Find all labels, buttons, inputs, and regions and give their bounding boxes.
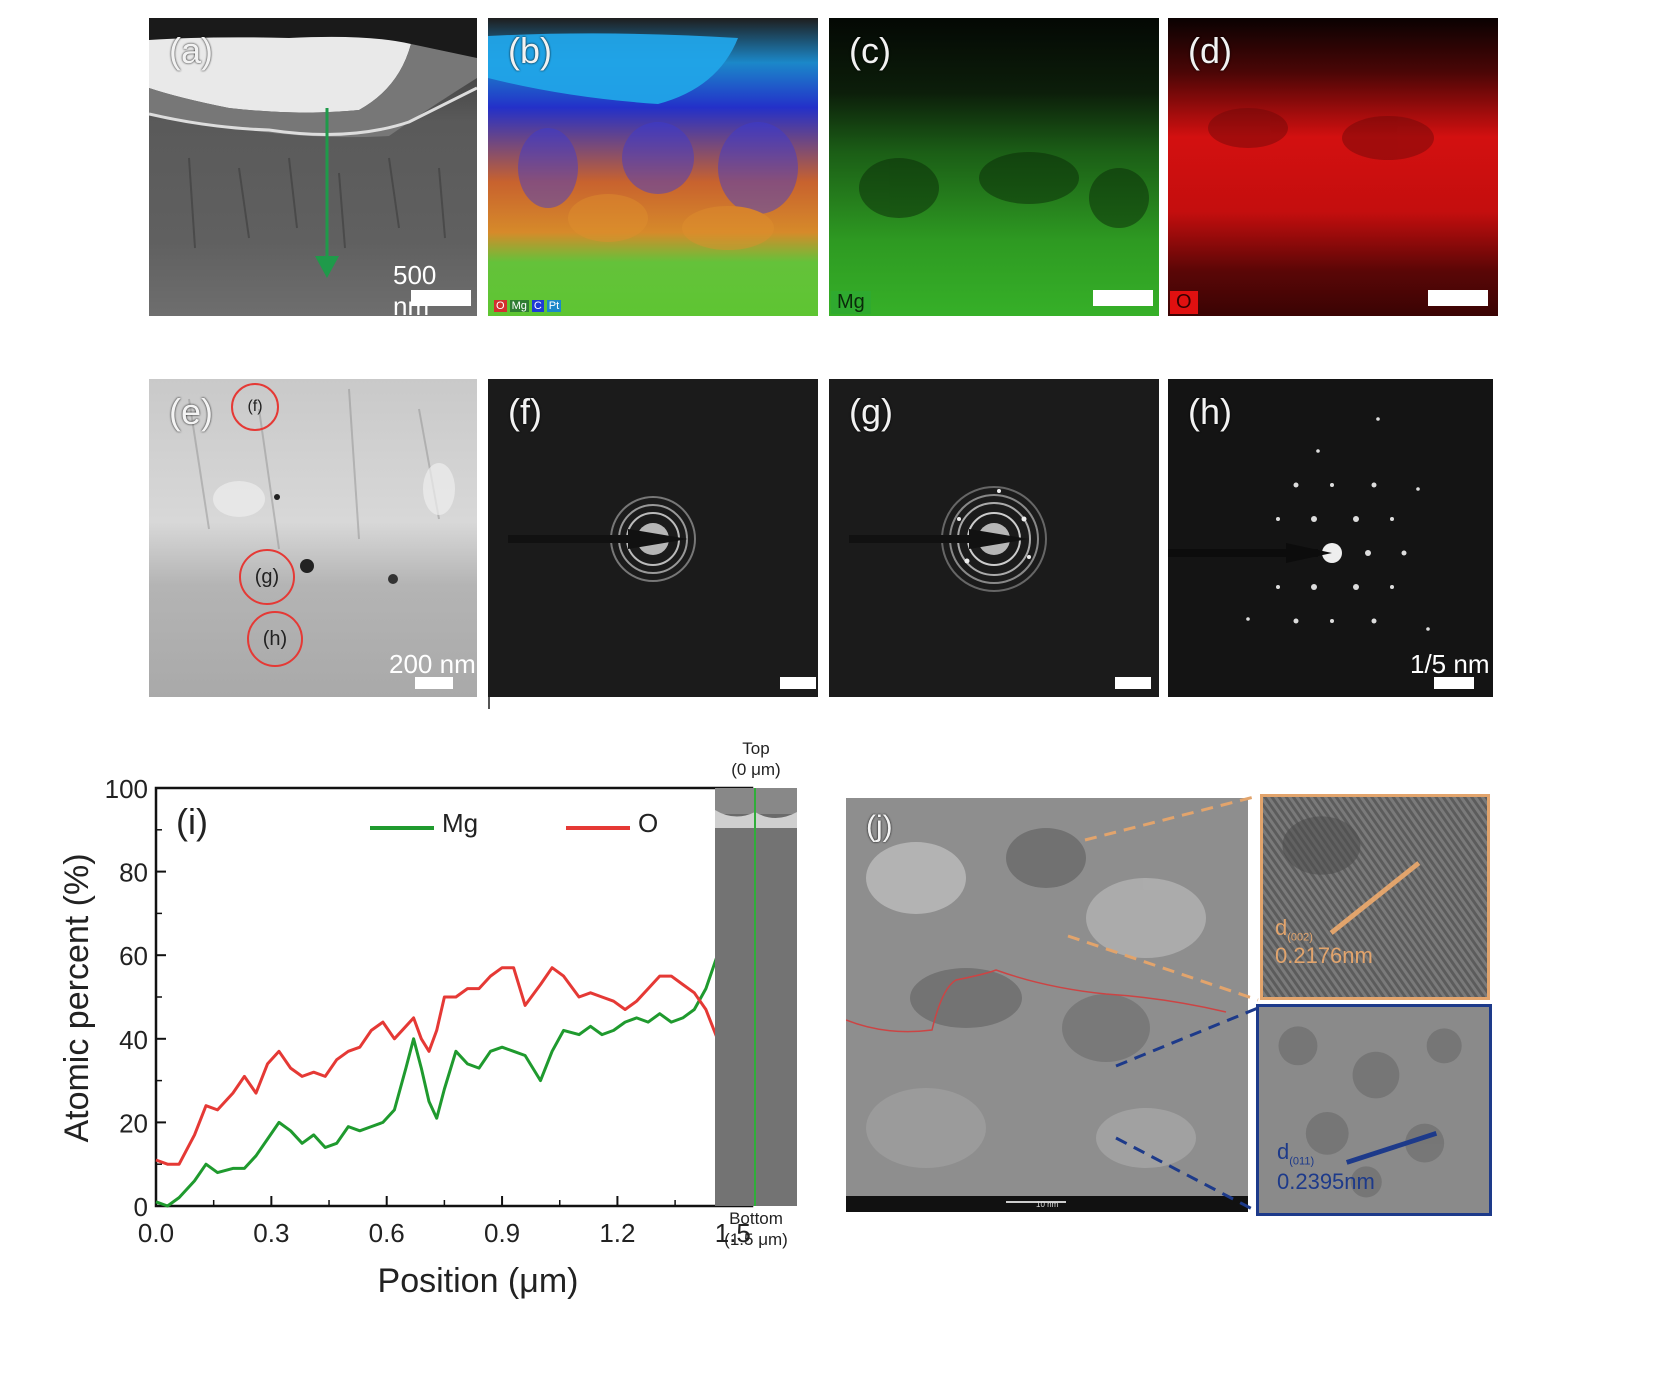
top-label: Top: [742, 739, 770, 758]
x-tick-label: 0.6: [369, 1218, 405, 1248]
side-image-bottom-caption: Bottom (1.5 μm): [706, 1208, 806, 1250]
d-spacing-label-002: d(002): [1275, 915, 1313, 944]
d-spacing-value-002: 0.2176nm: [1275, 943, 1373, 968]
panel-label: (b): [508, 30, 552, 71]
x-tick-label: 0.0: [138, 1218, 174, 1248]
x-axis-title: Position (μm): [378, 1262, 579, 1300]
roi-circle-g: (g): [239, 549, 295, 605]
main-scale-label: 10 nm: [1036, 1200, 1059, 1209]
panel-label: (g): [849, 391, 893, 432]
panel-label: (d): [1188, 30, 1232, 71]
scale-bar: [415, 677, 453, 689]
eds-legend: O Mg C Pt: [494, 300, 562, 312]
legend-c: C: [531, 300, 544, 312]
panel-label: (c): [849, 30, 891, 71]
panel-g-diffraction-pattern: (g): [829, 379, 1159, 697]
scale-bar: [411, 290, 471, 306]
bottom-label: Bottom: [729, 1209, 783, 1228]
panel-label: (j): [866, 810, 893, 843]
panel-h-diffraction-pattern: (h) 1/5 nm: [1168, 379, 1493, 697]
roi-circle-h: (h): [247, 611, 303, 667]
scale-bar: [780, 677, 816, 689]
legend-pt: Pt: [546, 300, 562, 312]
series-line-o: [155, 966, 750, 1166]
panel-label: (f): [508, 391, 542, 432]
x-tick-label: 0.9: [484, 1218, 520, 1248]
roi-circle-f: (f): [231, 383, 279, 431]
x-tick-label: 1.2: [599, 1218, 635, 1248]
panel-a-sem-image: (a) 500 nm: [149, 18, 477, 316]
separator-line: [488, 697, 490, 709]
line-scan-side-image: [715, 788, 797, 1206]
inset-bottom-lattice-image: d(011) 0.2395nm: [1256, 1004, 1492, 1216]
panel-f-diffraction-pattern: (f): [488, 379, 818, 697]
y-tick-label: 100: [105, 774, 148, 804]
panel-e-tem-image: (e) (f) (g) (h) 200 nm: [149, 379, 477, 697]
legend-label-o: O: [638, 808, 658, 838]
y-tick-label: 60: [119, 941, 148, 971]
panel-label: (a): [169, 30, 213, 71]
y-tick-label: 0: [134, 1192, 148, 1222]
panel-label: (e): [169, 391, 213, 432]
d-spacing-value-011: 0.2395nm: [1277, 1169, 1375, 1194]
panel-d-o-map: (d) O: [1168, 18, 1498, 316]
scale-bar-label: 1/5 nm: [1410, 649, 1490, 679]
scale-bar: [1115, 677, 1151, 689]
chart-legend: Mg O: [370, 808, 658, 838]
side-image-top-caption: Top (0 μm): [706, 738, 806, 780]
scale-bar: [1434, 677, 1474, 689]
scale-bar-label: 200 nm: [389, 649, 476, 679]
scale-bar: [1428, 290, 1488, 306]
element-tag-o: O: [1170, 291, 1198, 314]
panel-label: (h): [1188, 391, 1232, 432]
panel-b-eds-composite-map: (b) O Mg C Pt: [488, 18, 818, 316]
line-profile-chart: 0 20 40 60 80 100 0.0 0.3 0.6 0.9 1.2 1.5 Atomic p…: [58, 774, 754, 1300]
element-tag-mg: Mg: [831, 291, 871, 314]
inset-top-lattice-image: d(002) 0.2176nm: [1260, 794, 1490, 1000]
panel-c-mg-map: (c) Mg: [829, 18, 1159, 316]
series-line-mg: [155, 824, 750, 1208]
bottom-sublabel: (1.5 μm): [724, 1230, 788, 1249]
legend-o: O: [494, 300, 507, 312]
panel-j-hrtem-image: (j) 10 nm: [846, 798, 1248, 1212]
top-sublabel: (0 μm): [731, 760, 781, 779]
y-tick-label: 20: [119, 1108, 148, 1138]
x-tick-label: 1.5: [715, 1218, 751, 1248]
y-tick-label: 40: [119, 1025, 148, 1055]
scale-bar: [1093, 290, 1153, 306]
d-spacing-label-011: d(011): [1277, 1139, 1315, 1168]
panel-label: (i): [176, 801, 208, 842]
y-tick-label: 80: [119, 858, 148, 888]
y-axis-title: Atomic percent (%): [58, 853, 96, 1142]
x-tick-label: 0.3: [253, 1218, 289, 1248]
legend-mg: Mg: [509, 300, 529, 312]
legend-label-mg: Mg: [442, 808, 478, 838]
